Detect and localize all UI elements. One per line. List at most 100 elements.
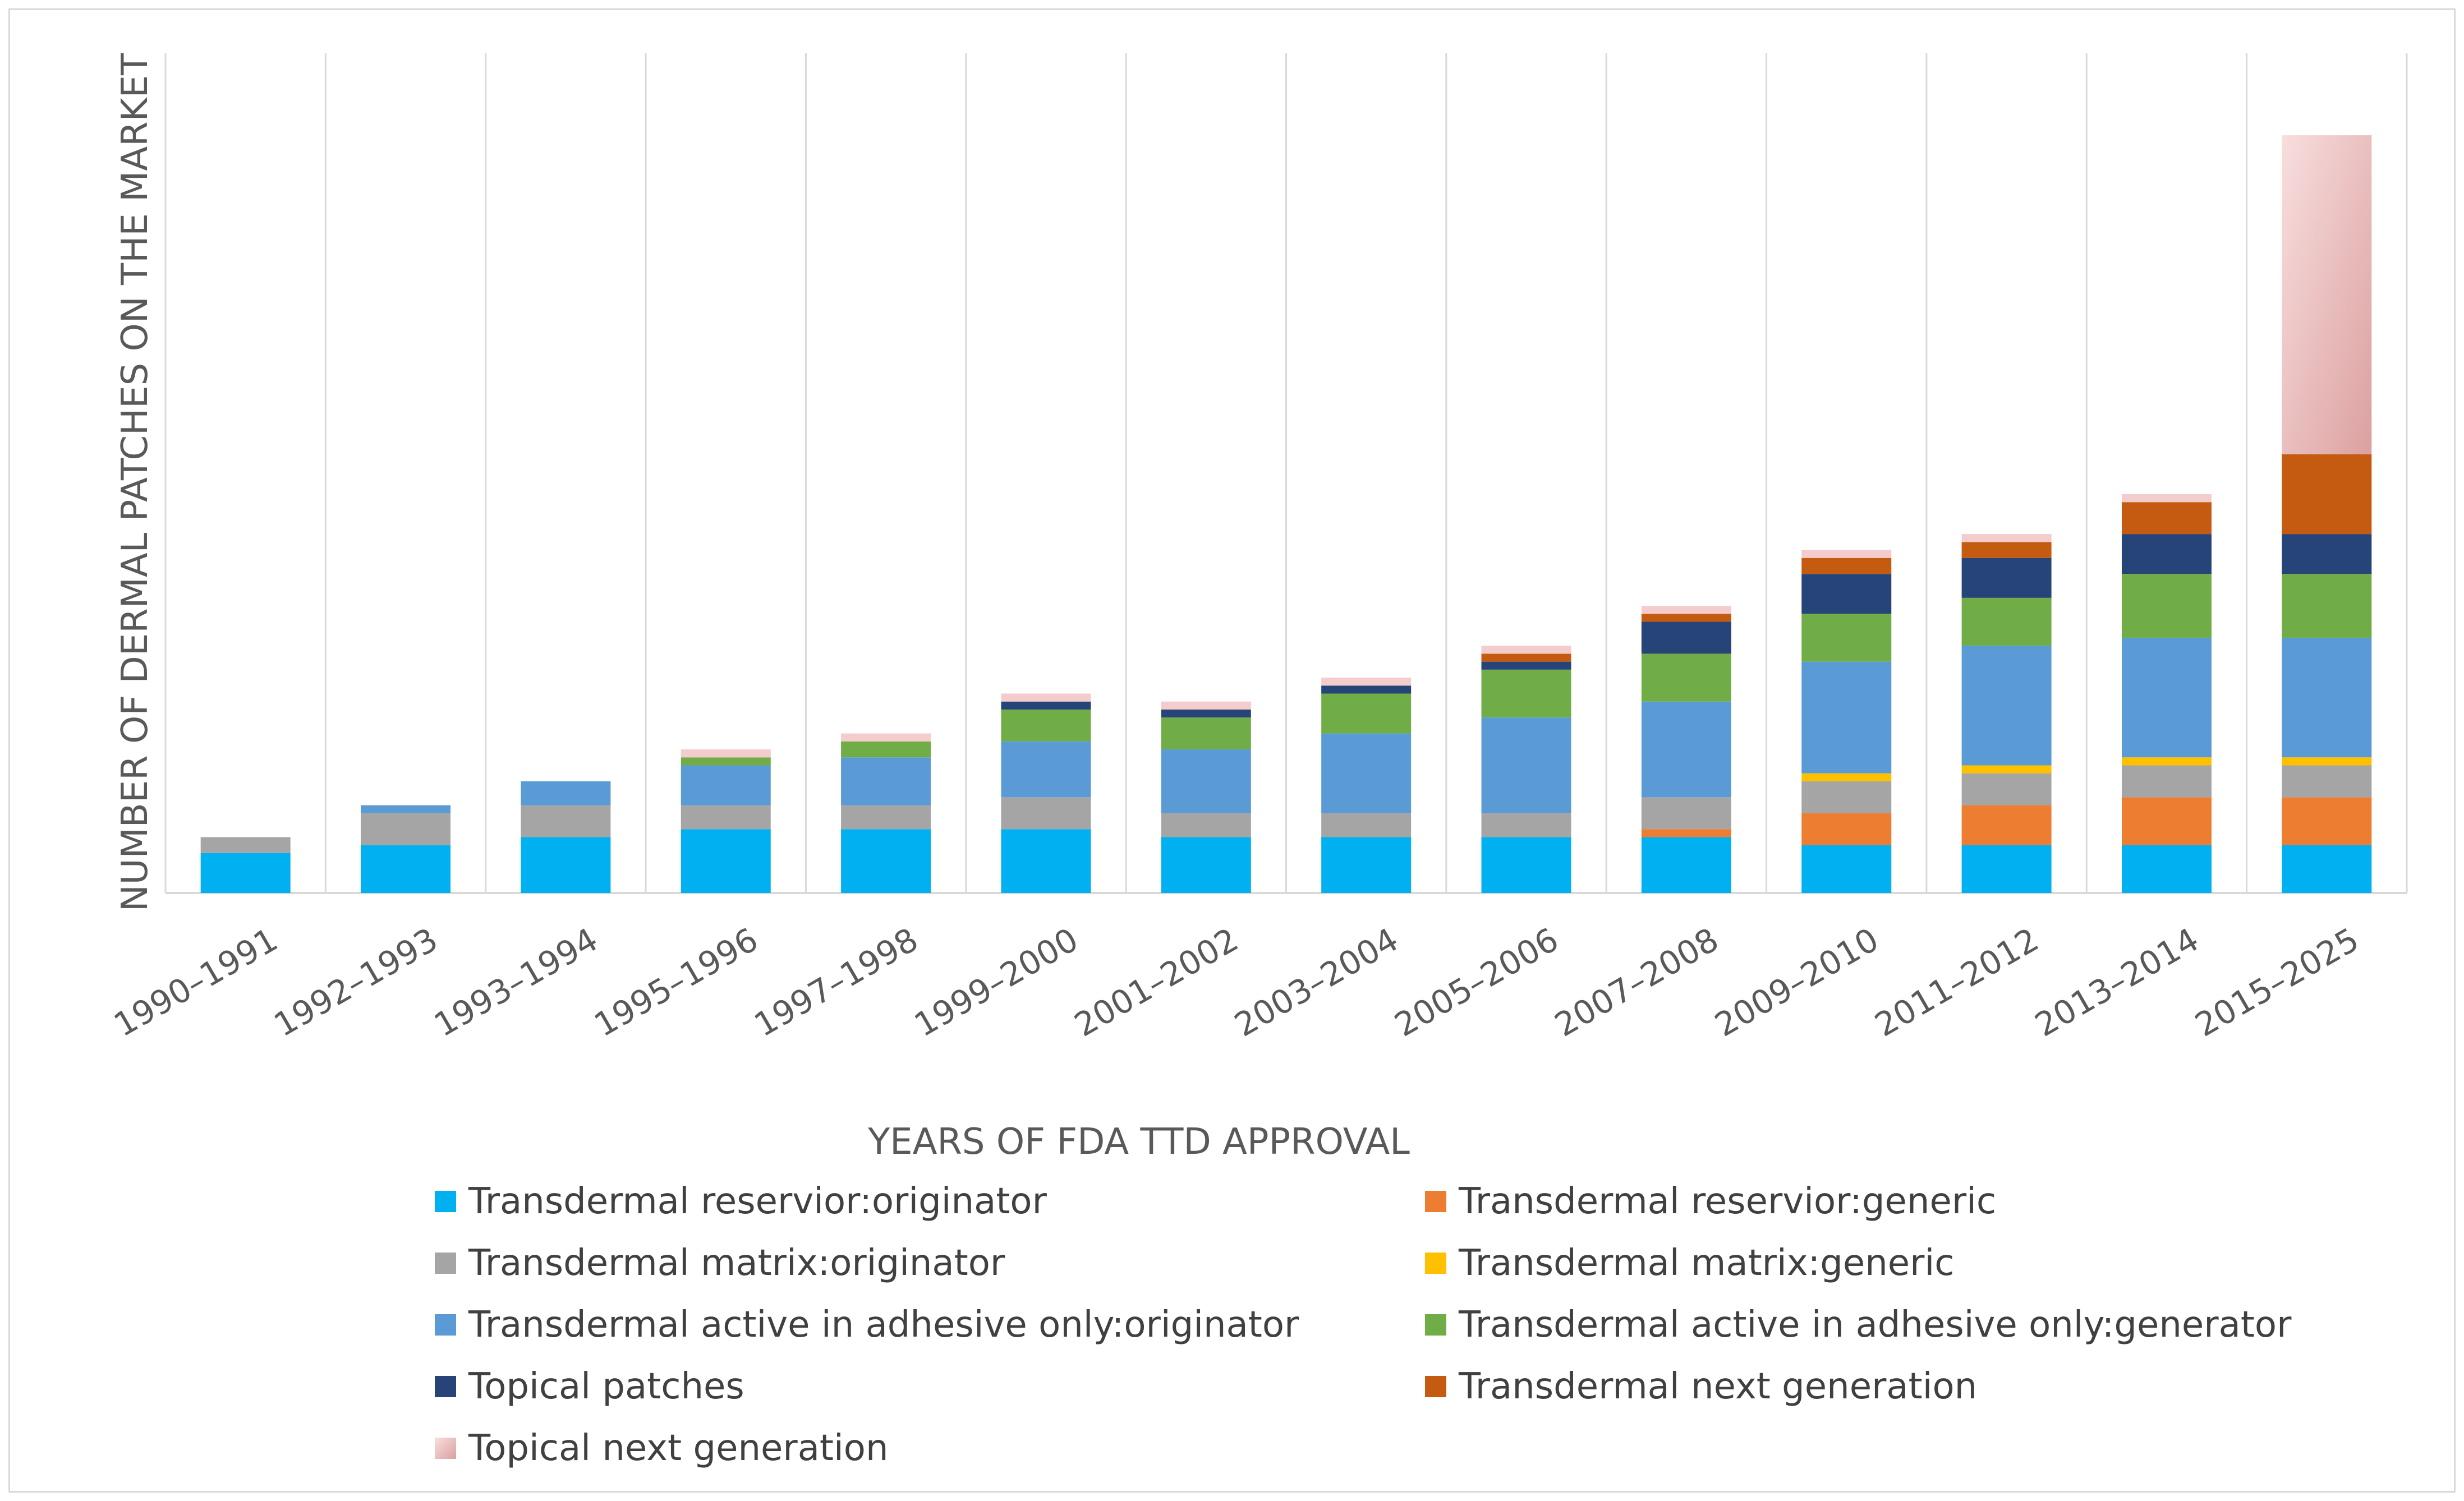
- x-tick-label: 2003–2004: [1228, 920, 1405, 1044]
- x-tick-label: 2013–2014: [2029, 920, 2205, 1044]
- legend-label: Topical patches: [468, 1366, 744, 1407]
- bar-segment: [521, 805, 611, 837]
- gridlines: [164, 53, 2408, 893]
- bar-segment: [1641, 829, 1731, 837]
- legend-item: Transdermal matrix:generic: [1425, 1242, 1954, 1284]
- bar-segment: [1801, 574, 1892, 614]
- bar-segment: [1321, 733, 1412, 813]
- bar-segment: [1961, 805, 2052, 845]
- bar-segment: [841, 805, 931, 830]
- bar-segment: [2282, 454, 2372, 535]
- bar-segment: [1961, 845, 2052, 893]
- x-tick-label: 2009–2010: [1708, 920, 1885, 1044]
- legend-swatch: [435, 1438, 456, 1459]
- legend-item: Transdermal matrix:originator: [435, 1242, 1005, 1284]
- legend-swatch: [435, 1314, 456, 1336]
- bar-segment: [1001, 693, 1091, 702]
- x-tick-label: 2015–2025: [2189, 920, 2365, 1044]
- bar-segment: [1481, 646, 1571, 654]
- bar-segment: [1481, 717, 1571, 813]
- x-tick-label: 2001–2002: [1068, 920, 1245, 1044]
- bar-segment: [2121, 797, 2212, 845]
- bar-segment: [2282, 797, 2372, 845]
- legend-swatch: [1425, 1253, 1446, 1274]
- bar-segment: [1801, 773, 1892, 781]
- x-tick-label: 1995–1996: [588, 920, 765, 1044]
- bar-segment: [1481, 669, 1571, 718]
- bar-segment: [1641, 701, 1731, 798]
- bar-segment: [841, 757, 931, 805]
- x-tick-label: 1993–1994: [427, 920, 604, 1044]
- bar-segment: [2121, 757, 2212, 766]
- bar-segment: [1321, 678, 1412, 686]
- legend-swatch: [1425, 1191, 1446, 1212]
- legend-item: Transdermal reservior:generic: [1425, 1181, 1996, 1222]
- bar-segment: [1961, 542, 2052, 558]
- bar-segment: [2282, 845, 2372, 893]
- bar-segment: [1641, 653, 1731, 702]
- bar-segment: [1001, 709, 1091, 742]
- bar-segment: [2282, 574, 2372, 638]
- x-tick-label: 2007–2008: [1548, 920, 1725, 1044]
- bar-segment: [1801, 813, 1892, 845]
- bar-segment: [1641, 837, 1731, 893]
- bars: [200, 135, 2372, 893]
- x-axis-title: YEARS OF FDA TTD APPROVAL: [867, 1121, 1410, 1163]
- legend-swatch: [435, 1376, 456, 1397]
- bar-segment: [1161, 813, 1251, 837]
- x-tick-label: 1999–2000: [908, 920, 1084, 1044]
- chart-frame: [8, 8, 2456, 1493]
- x-tick-label: 1992–1993: [268, 920, 444, 1044]
- bar-segment: [2282, 757, 2372, 766]
- bar-segment: [1961, 558, 2052, 598]
- bar-segment: [841, 733, 931, 742]
- bar-segment: [681, 749, 771, 758]
- bar-segment: [2121, 494, 2212, 503]
- legend-item: Topical patches: [435, 1366, 744, 1407]
- bar-segment: [1321, 693, 1412, 734]
- legend-item: Transdermal active in adhesive only:gene…: [1425, 1304, 2291, 1346]
- bar-segment: [1961, 597, 2052, 646]
- legend-item: Transdermal active in adhesive only:orig…: [435, 1304, 1299, 1346]
- bar-segment: [2282, 534, 2372, 574]
- legend-label: Transdermal next generation: [1459, 1366, 1978, 1407]
- bar-segment: [1961, 765, 2052, 773]
- bar-segment: [1001, 701, 1091, 710]
- bar-segment: [1961, 773, 2052, 805]
- bar-segment: [841, 741, 931, 758]
- legend-label: Transdermal active in adhesive only:orig…: [468, 1304, 1299, 1346]
- bar-segment: [1801, 614, 1892, 662]
- bar-segment: [1161, 749, 1251, 813]
- bar-segment: [2121, 637, 2212, 758]
- bar-segment: [1161, 709, 1251, 718]
- bar-segment: [2121, 502, 2212, 535]
- legend-label: Transdermal matrix:generic: [1459, 1242, 1955, 1284]
- bar-segment: [1801, 661, 1892, 773]
- legend-swatch: [1425, 1376, 1446, 1397]
- bar-segment: [1481, 661, 1571, 670]
- bar-segment: [361, 805, 451, 813]
- legend-swatch: [435, 1253, 456, 1274]
- bar-segment: [200, 853, 291, 893]
- bar-segment: [1801, 550, 1892, 558]
- bar-segment: [1481, 653, 1571, 662]
- bar-segment: [2121, 845, 2212, 893]
- bar-segment: [1001, 829, 1091, 893]
- x-tick-labels: 1990–19911992–19931993–19941995–19961997…: [107, 920, 2365, 1044]
- bar-segment: [2121, 574, 2212, 638]
- bar-segment: [1801, 845, 1892, 893]
- bar-segment: [681, 805, 771, 830]
- bar-segment: [681, 757, 771, 766]
- bar-segment: [1321, 685, 1412, 694]
- x-tick-label: 2011–2012: [1868, 920, 2045, 1044]
- legend-item: Topical next generation: [435, 1428, 889, 1469]
- bar-segment: [1961, 646, 2052, 766]
- bar-segment: [521, 781, 611, 805]
- bar-segment: [1961, 534, 2052, 542]
- bar-segment: [1641, 621, 1731, 654]
- bar-segment: [841, 829, 931, 893]
- bar-segment: [2282, 637, 2372, 758]
- bar-segment: [1001, 797, 1091, 830]
- bar-segment: [681, 765, 771, 805]
